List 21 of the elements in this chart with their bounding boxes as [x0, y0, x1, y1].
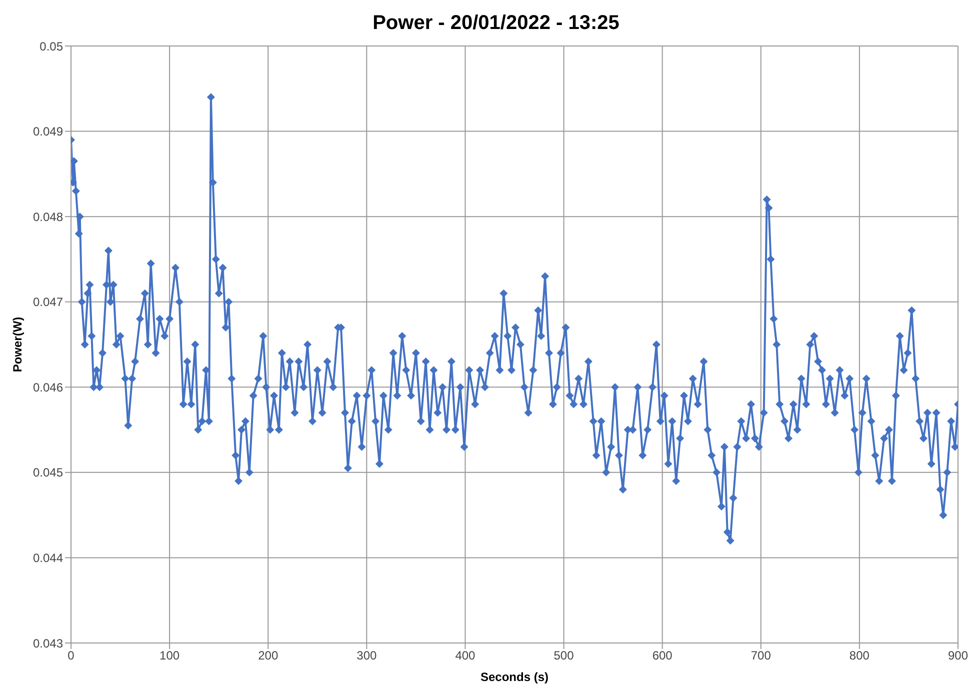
x-tick-label: 800 — [849, 648, 870, 663]
y-tick-label: 0.048 — [32, 210, 64, 224]
x-axis-title: Seconds (s) — [480, 670, 549, 684]
x-tick-label: 300 — [356, 648, 377, 663]
y-axis-title: Power(W) — [10, 316, 24, 372]
x-tick-label: 100 — [160, 648, 180, 663]
y-tick-label: 0.045 — [32, 466, 64, 480]
x-tick-label: 500 — [554, 648, 574, 663]
x-tick-label: 700 — [750, 648, 772, 663]
chart-title: Power - 20/01/2022 - 13:25 — [372, 11, 620, 36]
y-tick-label: 0.044 — [32, 550, 64, 565]
x-tick-label: 900 — [948, 648, 968, 663]
x-tick-label: 400 — [455, 648, 476, 663]
y-tick-label: 0.05 — [40, 39, 64, 54]
x-tick-label: 600 — [652, 648, 673, 663]
x-tick-label: 200 — [258, 648, 278, 663]
x-tick-label: 0 — [68, 648, 75, 663]
y-tick-label: 0.049 — [32, 124, 64, 139]
y-tick-label: 0.047 — [32, 295, 64, 310]
y-tick-label: 0.043 — [32, 636, 64, 650]
y-tick-label: 0.046 — [32, 380, 64, 394]
